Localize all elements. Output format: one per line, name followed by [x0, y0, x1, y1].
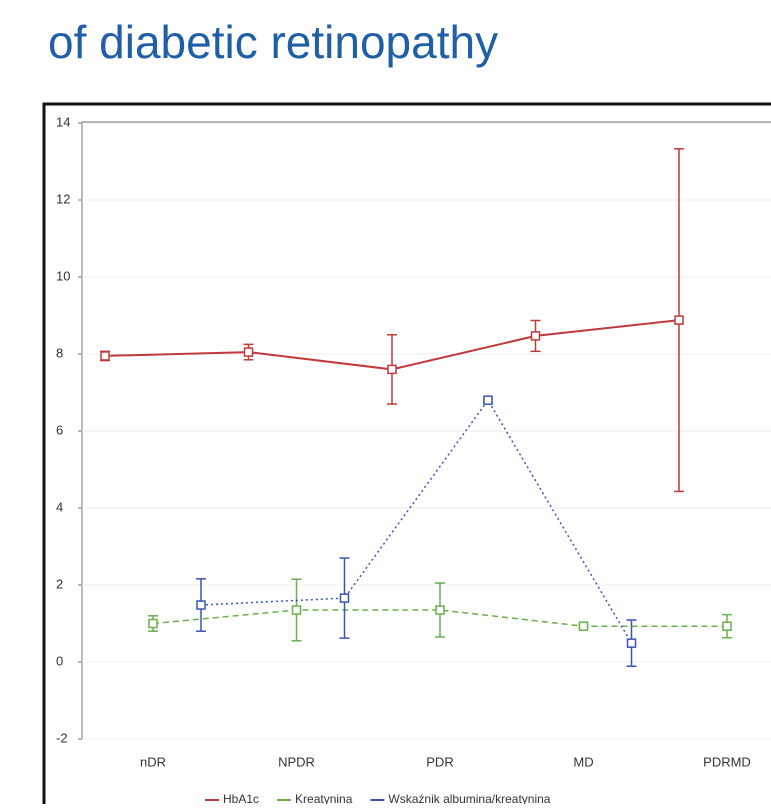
point: [435, 605, 445, 615]
chart-title: of diabetic retinopathy: [48, 16, 498, 68]
point: [291, 605, 302, 615]
legend-label: HbA1c: [223, 792, 259, 804]
y-tick-label: 8: [56, 345, 63, 360]
legend-label: Kreatynina: [295, 792, 353, 804]
x-tick-label: MD: [573, 754, 593, 769]
y-tick-label: 0: [56, 653, 63, 668]
point: [578, 621, 589, 631]
y-tick-label: 2: [56, 576, 63, 591]
x-tick-label: PDRMD: [703, 754, 751, 769]
y-tick-label: 14: [56, 114, 70, 129]
point: [387, 364, 397, 375]
x-tick-label: nDR: [140, 754, 166, 769]
point: [148, 618, 158, 629]
point: [339, 593, 350, 603]
point: [722, 621, 732, 631]
x-tick-label: PDR: [426, 754, 453, 769]
legend-label: Wskaźnik albumina/kreatynina: [388, 792, 550, 804]
point: [100, 351, 110, 361]
y-tick-label: 12: [56, 191, 70, 206]
point: [243, 347, 254, 357]
series-line: [200, 398, 633, 644]
y-tick-label: 4: [56, 499, 63, 514]
x-tick-label: NPDR: [278, 754, 315, 769]
chart-frame: [42, 102, 771, 809]
point: [530, 331, 541, 341]
point: [626, 638, 637, 648]
y-tick-label: 6: [56, 422, 63, 437]
y-tick-label: -2: [56, 730, 68, 745]
y-tick-label: 10: [56, 268, 70, 283]
point: [196, 600, 206, 610]
point: [674, 315, 684, 325]
point: [483, 395, 493, 405]
